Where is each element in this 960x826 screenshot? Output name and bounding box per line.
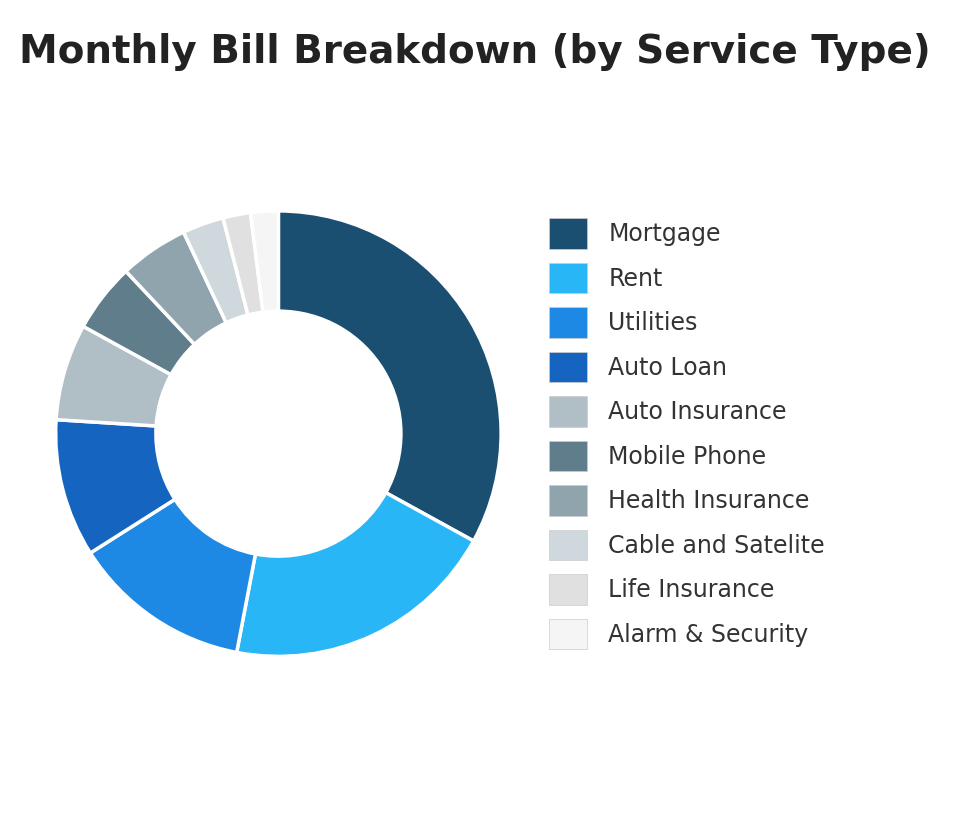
Legend: Mortgage, Rent, Utilities, Auto Loan, Auto Insurance, Mobile Phone, Health Insur: Mortgage, Rent, Utilities, Auto Loan, Au… (540, 209, 834, 658)
Wedge shape (56, 420, 175, 553)
Text: Monthly Bill Breakdown (by Service Type): Monthly Bill Breakdown (by Service Type) (19, 33, 931, 71)
Wedge shape (223, 212, 263, 315)
Wedge shape (84, 271, 195, 375)
Wedge shape (183, 218, 248, 323)
Wedge shape (90, 499, 255, 653)
Wedge shape (251, 211, 278, 312)
Wedge shape (278, 211, 501, 541)
Wedge shape (126, 232, 227, 344)
Wedge shape (237, 492, 473, 657)
Wedge shape (56, 326, 171, 426)
